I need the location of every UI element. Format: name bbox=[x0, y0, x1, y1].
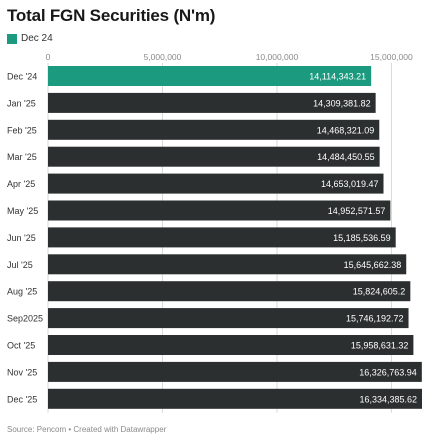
bar bbox=[48, 335, 414, 355]
bar bbox=[48, 119, 380, 140]
bar bbox=[48, 388, 422, 409]
legend: Dec 24 bbox=[7, 33, 53, 44]
bar bbox=[48, 146, 380, 167]
value-label: 14,468,321.09 bbox=[317, 125, 375, 135]
x-tick-label: 15,000,000 bbox=[370, 52, 413, 62]
chart-title: Total FGN Securities (N'm) bbox=[7, 6, 216, 25]
bar bbox=[48, 281, 411, 302]
bar bbox=[48, 254, 407, 275]
category-label: Aug '25 bbox=[7, 287, 37, 297]
value-label: 14,653,019.47 bbox=[321, 179, 379, 189]
bar bbox=[48, 227, 396, 248]
bar bbox=[48, 361, 422, 382]
category-label: Oct '25 bbox=[7, 341, 35, 351]
x-tick-label: 10,000,000 bbox=[256, 52, 299, 62]
bar bbox=[48, 66, 372, 86]
value-label: 16,326,763.94 bbox=[359, 367, 417, 377]
value-label: 15,746,192.72 bbox=[346, 314, 404, 324]
value-label: 15,185,536.59 bbox=[333, 233, 391, 243]
bar bbox=[48, 92, 376, 113]
value-label: 14,484,450.55 bbox=[317, 152, 375, 162]
value-label: 16,334,385.62 bbox=[359, 394, 417, 404]
x-tick-label: 5,000,000 bbox=[144, 52, 182, 62]
category-label: Jul '25 bbox=[7, 260, 33, 270]
legend-swatch bbox=[7, 33, 17, 44]
bar bbox=[48, 173, 384, 194]
bar bbox=[48, 200, 391, 221]
category-label: May '25 bbox=[7, 206, 38, 216]
value-label: 14,114,343.21 bbox=[309, 72, 366, 82]
value-label: 15,958,631.32 bbox=[351, 341, 409, 351]
value-label: 14,952,571.57 bbox=[328, 206, 386, 216]
category-label: Apr '25 bbox=[7, 179, 35, 189]
legend-label: Dec 24 bbox=[21, 33, 53, 44]
category-label: Jan '25 bbox=[7, 98, 36, 108]
category-label: Jun '25 bbox=[7, 233, 36, 243]
bar bbox=[48, 308, 409, 329]
value-label: 15,645,662.38 bbox=[344, 260, 402, 270]
category-label: Nov '25 bbox=[7, 367, 37, 377]
value-label: 15,824,605.2 bbox=[353, 287, 406, 297]
value-label: 14,309,381.82 bbox=[313, 98, 371, 108]
category-label: Dec '24 bbox=[7, 72, 37, 82]
category-label: Dec '25 bbox=[7, 394, 37, 404]
bar-chart: 0 5,000,000 10,000,000 15,000,000 Dec '24 14,… bbox=[7, 52, 422, 413]
category-label: Mar '25 bbox=[7, 152, 37, 162]
category-label: Feb '25 bbox=[7, 125, 37, 135]
x-tick-label: 0 bbox=[46, 52, 51, 62]
source-note: Source: Pencom • Created with Datawrappe… bbox=[7, 425, 167, 434]
category-label: Sep2025 bbox=[7, 314, 43, 324]
